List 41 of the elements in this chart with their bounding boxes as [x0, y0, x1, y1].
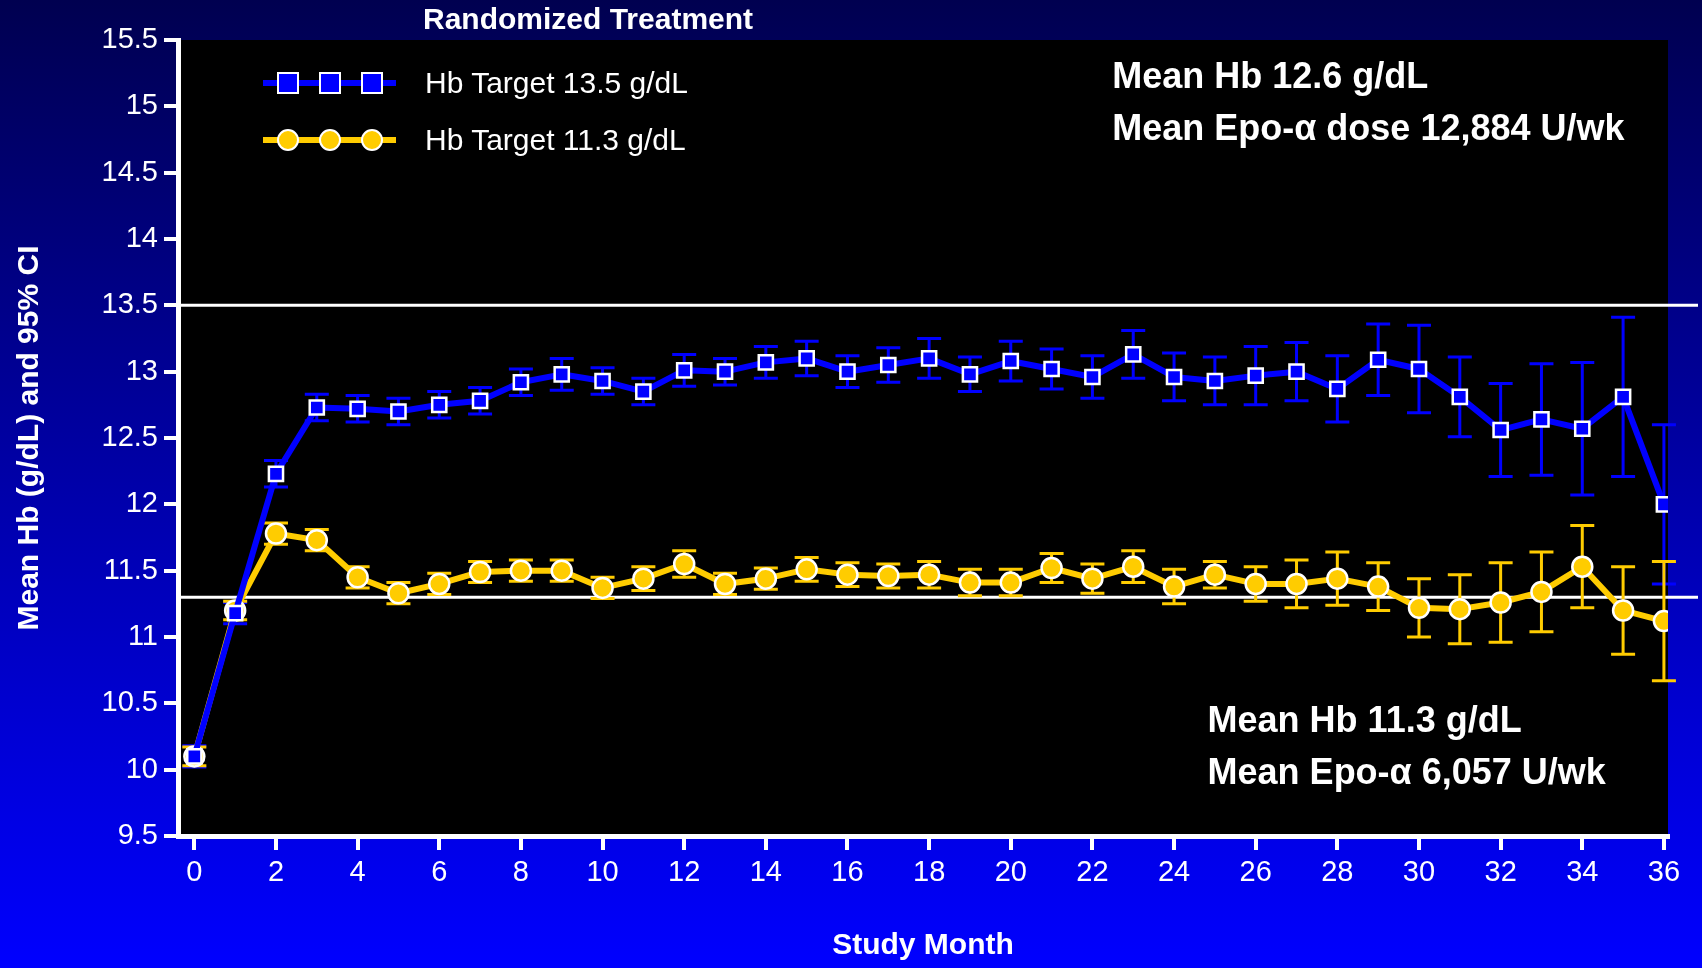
x-tick-label: 4	[349, 855, 366, 888]
legend-title: Randomized Treatment	[423, 2, 754, 36]
x-tick-label: 10	[586, 855, 619, 888]
x-tick-label: 24	[1157, 855, 1191, 888]
y-tick-label: 10	[125, 751, 158, 784]
legend-label: Hb Target 13.5 g/dL	[425, 65, 688, 100]
y-tick-label: 11.5	[103, 552, 158, 585]
y-axis-title: Mean Hb (g/dL) and 95% CI	[11, 245, 45, 631]
y-tick-label: 12	[125, 486, 158, 519]
x-tick-label: 20	[994, 855, 1027, 888]
x-tick-label: 12	[668, 855, 701, 888]
y-tick-label: 15.5	[101, 22, 158, 54]
y-tick-label: 12.5	[101, 420, 158, 452]
x-tick-label: 14	[749, 855, 782, 888]
legend-label: Hb Target 11.3 g/dL	[425, 122, 686, 157]
x-tick-label: 22	[1076, 855, 1109, 888]
x-axis-title: Study Month	[832, 927, 1014, 961]
x-tick-label: 32	[1484, 855, 1517, 888]
annotation: Mean Epo-α 6,057 U/wk	[1207, 750, 1607, 792]
y-tick-label: 14	[125, 221, 158, 253]
y-tick-label: 15	[125, 88, 158, 121]
y-tick-label: 14.5	[101, 154, 158, 187]
x-tick-label: 28	[1321, 855, 1354, 888]
annotation: Mean Epo-α dose 12,884 U/wk	[1112, 106, 1626, 148]
x-tick-label: 0	[186, 855, 203, 888]
x-tick-label: 30	[1402, 855, 1436, 888]
x-tick-label: 18	[912, 855, 946, 888]
x-tick-label: 34	[1566, 855, 1599, 888]
x-tick-label: 6	[431, 855, 448, 888]
x-tick-label: 8	[512, 855, 529, 888]
x-tick-label: 26	[1239, 855, 1272, 888]
y-tick-label: 13	[125, 353, 158, 386]
annotation: Mean Hb 12.6 g/dL	[1112, 55, 1429, 97]
y-tick-label: 13.5	[101, 287, 158, 320]
y-tick-label: 10.5	[101, 685, 158, 718]
annotation: Mean Hb 11.3 g/dL	[1207, 699, 1522, 741]
y-tick-label: 11	[127, 619, 158, 651]
x-tick-label: 16	[831, 855, 864, 888]
y-tick-label: 9.5	[117, 818, 158, 850]
x-tick-label: 2	[267, 855, 285, 888]
x-tick-label: 36	[1647, 855, 1681, 888]
